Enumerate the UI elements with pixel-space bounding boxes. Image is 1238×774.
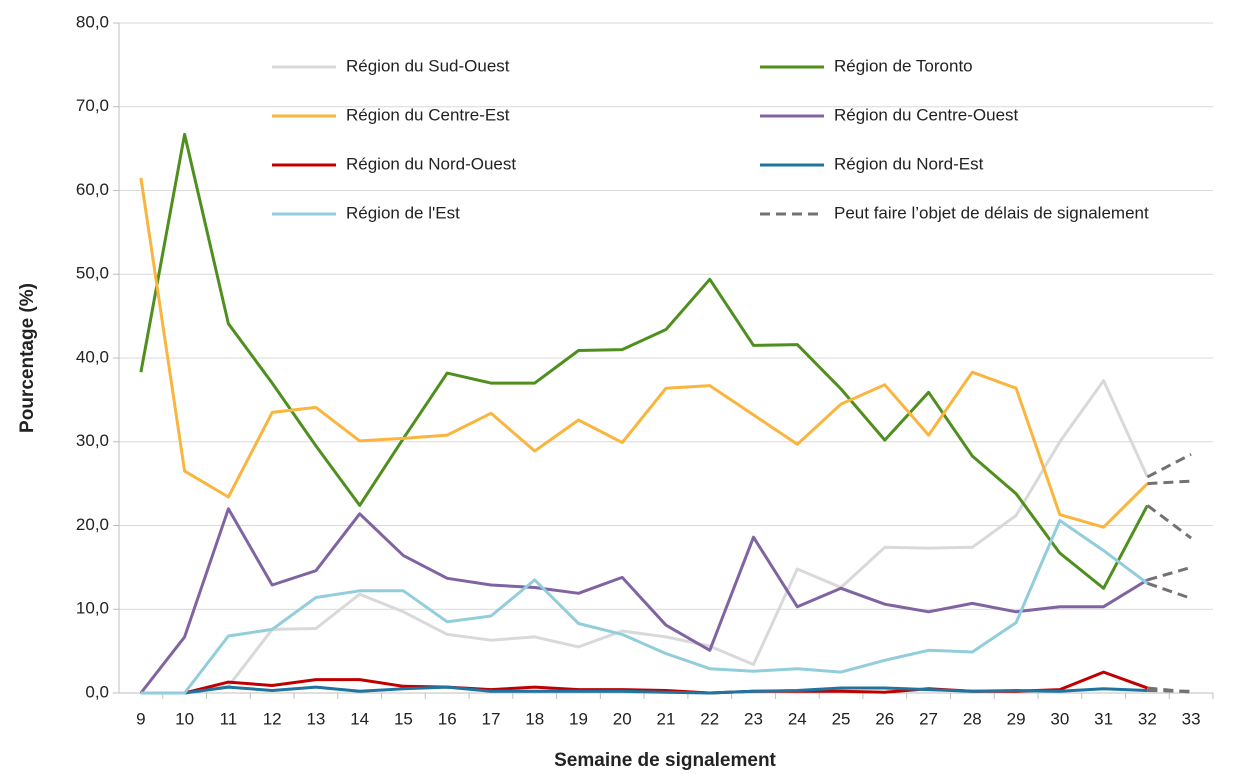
x-tick-label: 29 <box>1007 709 1026 728</box>
x-tick-label: 32 <box>1138 709 1157 728</box>
y-tick-label: 50,0 <box>76 264 109 283</box>
series-line <box>139 177 1149 529</box>
x-tick-label: 11 <box>220 709 238 728</box>
legend-label: Région de l'Est <box>346 203 460 222</box>
delay-line <box>1146 452 1192 479</box>
y-tick-label: 0,0 <box>85 682 109 701</box>
y-tick-label: 40,0 <box>76 347 109 366</box>
delay-line <box>1146 581 1192 600</box>
x-tick-label: 9 <box>136 709 145 728</box>
legend-label: Peut faire l’objet de délais de signalem… <box>834 203 1149 222</box>
x-tick-label: 15 <box>394 709 413 728</box>
x-tick-label: 18 <box>525 709 544 728</box>
legend-label: Région du Nord-Est <box>834 154 984 173</box>
y-tick-label: 10,0 <box>76 599 109 618</box>
x-tick-label: 27 <box>919 709 938 728</box>
x-tick-label: 30 <box>1050 709 1069 728</box>
legend-label: Région du Sud-Ouest <box>346 56 510 75</box>
y-tick-label: 30,0 <box>76 431 109 450</box>
y-axis-title: Pourcentage (%) <box>17 283 38 433</box>
legend-label: Région du Nord-Ouest <box>346 154 516 173</box>
legend-label: Région de Toronto <box>834 56 973 75</box>
x-tick-label: 10 <box>175 709 194 728</box>
legend-label: Région du Centre-Ouest <box>834 105 1019 124</box>
delay-line <box>1146 504 1192 540</box>
x-tick-label: 13 <box>306 709 325 728</box>
delay-line <box>1147 689 1192 693</box>
x-tick-label: 16 <box>438 709 457 728</box>
delay-line <box>1147 479 1192 486</box>
x-tick-label: 17 <box>481 709 500 728</box>
series-line <box>140 379 1149 695</box>
x-tick-label: 25 <box>832 709 851 728</box>
series-line <box>139 132 1149 590</box>
x-tick-label: 14 <box>350 709 369 728</box>
delay-line <box>1146 565 1192 582</box>
legend-label: Région du Centre-Est <box>346 105 510 124</box>
x-tick-label: 33 <box>1182 709 1201 728</box>
x-tick-label: 22 <box>700 709 719 728</box>
x-axis-title: Semaine de signalement <box>554 750 776 771</box>
x-tick-label: 31 <box>1094 709 1113 728</box>
series-line <box>140 519 1149 695</box>
x-tick-label: 23 <box>744 709 763 728</box>
series-line <box>139 507 1149 694</box>
x-tick-label: 26 <box>875 709 894 728</box>
x-tick-label: 28 <box>963 709 982 728</box>
y-tick-label: 60,0 <box>76 180 109 199</box>
x-tick-label: 21 <box>657 709 676 728</box>
x-tick-label: 24 <box>788 709 807 728</box>
series-line <box>140 685 1148 695</box>
x-tick-label: 20 <box>613 709 632 728</box>
x-tick-label: 19 <box>569 709 588 728</box>
x-tick-label: 12 <box>263 709 282 728</box>
y-tick-label: 80,0 <box>76 12 109 31</box>
y-tick-label: 70,0 <box>76 96 109 115</box>
y-tick-label: 20,0 <box>76 515 109 534</box>
